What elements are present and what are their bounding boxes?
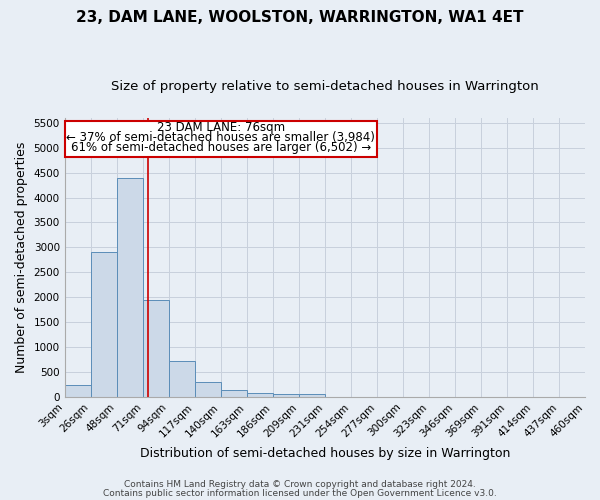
Bar [65,385,91,397]
Y-axis label: Number of semi-detached properties: Number of semi-detached properties [15,142,28,373]
FancyBboxPatch shape [65,121,377,156]
Text: Contains public sector information licensed under the Open Government Licence v3: Contains public sector information licen… [103,489,497,498]
Bar [221,390,247,397]
Text: ← 37% of semi-detached houses are smaller (3,984): ← 37% of semi-detached houses are smalle… [67,132,375,144]
Bar [273,394,299,397]
Text: Contains HM Land Registry data © Crown copyright and database right 2024.: Contains HM Land Registry data © Crown c… [124,480,476,489]
Bar [169,360,195,397]
Title: Size of property relative to semi-detached houses in Warrington: Size of property relative to semi-detach… [111,80,539,93]
Bar [299,394,325,397]
X-axis label: Distribution of semi-detached houses by size in Warrington: Distribution of semi-detached houses by … [140,447,510,460]
Text: 23 DAM LANE: 76sqm: 23 DAM LANE: 76sqm [157,120,285,134]
Bar [117,178,143,397]
Bar [143,300,169,397]
Bar [91,252,117,397]
Text: 23, DAM LANE, WOOLSTON, WARRINGTON, WA1 4ET: 23, DAM LANE, WOOLSTON, WARRINGTON, WA1 … [76,10,524,25]
Bar [195,382,221,397]
Text: 61% of semi-detached houses are larger (6,502) →: 61% of semi-detached houses are larger (… [71,141,371,154]
Bar [247,393,273,397]
